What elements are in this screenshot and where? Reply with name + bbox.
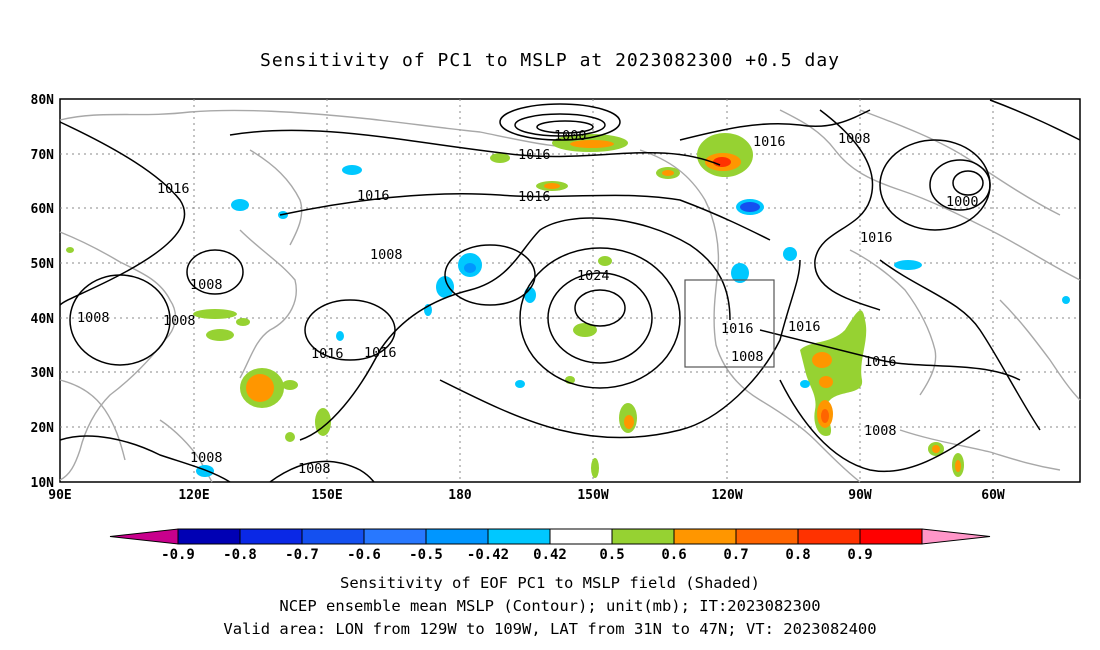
contour-label: 1008: [190, 277, 223, 293]
lon-axis-labels: 90E 120E 150E 180 150W 120W 90W 60W: [48, 488, 1005, 503]
colorbar-tick-label: -0.8: [223, 547, 257, 563]
colorbar-swatch: [611, 528, 675, 545]
contour-label: 1000: [946, 194, 979, 210]
colorbar-swatch: [363, 528, 427, 545]
colorbar-swatch: [859, 528, 923, 545]
contour-label: 1000: [554, 128, 587, 144]
contour-label: 1016: [518, 189, 551, 205]
colorbar-swatch: [797, 528, 861, 545]
contour-label: 1008: [77, 310, 110, 326]
lon-label: 60W: [981, 488, 1005, 503]
lat-axis-labels: 80N 70N 60N 50N 40N 30N 20N 10N: [31, 93, 55, 491]
lon-label: 120W: [711, 488, 742, 503]
colorbar-tick-label: -0.42: [467, 547, 509, 563]
lat-label: 80N: [31, 93, 55, 108]
contour-label: 1008: [163, 313, 196, 329]
contour-label: 1016: [357, 188, 390, 204]
colorbar-swatch: [487, 528, 551, 545]
colorbar-tick-label: -0.7: [285, 547, 319, 563]
contour-label-group: 1000 1016 1016 1008 1016 1016 1000 1016 …: [77, 128, 979, 477]
colorbar-min-arrow: [109, 528, 179, 545]
lat-label: 60N: [31, 202, 55, 217]
colorbar-tick-label: 0.5: [599, 547, 624, 563]
lat-label: 10N: [31, 476, 55, 491]
colorbar-swatch: [673, 528, 737, 545]
colorbar-tick-label: 0.7: [723, 547, 748, 563]
colorbar-swatch: [177, 528, 241, 545]
contour-label: 1016: [788, 319, 821, 335]
contour-label: 1008: [731, 349, 764, 365]
caption-line-2: NCEP ensemble mean MSLP (Contour); unit(…: [279, 597, 821, 615]
colorbar-tick-label: 0.8: [785, 547, 810, 563]
contour-label: 1016: [311, 346, 344, 362]
caption-line-3: Valid area: LON from 129W to 109W, LAT f…: [223, 620, 877, 638]
contour-label: 1024: [577, 268, 610, 284]
colorbar-swatch: [301, 528, 365, 545]
colorbar-swatch: [425, 528, 489, 545]
lon-label: 90W: [848, 488, 872, 503]
colorbar-tick-label: 0.42: [533, 547, 567, 563]
lon-label: 180: [448, 488, 472, 503]
contour-label: 1016: [364, 345, 397, 361]
lat-label: 70N: [31, 148, 55, 163]
colorbar-swatch: [549, 528, 613, 545]
lat-label: 20N: [31, 421, 55, 436]
contour-label: 1016: [864, 354, 897, 370]
contour-label: 1008: [190, 450, 223, 466]
gridlines: [60, 99, 1080, 482]
colorbar-tick-label: -0.6: [347, 547, 381, 563]
contour-label: 1016: [860, 230, 893, 246]
sensitivity-shading: [66, 133, 1070, 478]
lat-label: 30N: [31, 366, 55, 381]
lon-label: 90E: [48, 488, 71, 503]
contour-label: 1008: [864, 423, 897, 439]
mslp-contours: [59, 99, 1081, 483]
chart-title: Sensitivity of PC1 to MSLP at 2023082300…: [259, 50, 840, 71]
lat-label: 40N: [31, 312, 55, 327]
valid-area-box: [684, 279, 775, 368]
lon-label: 150W: [577, 488, 608, 503]
colorbar: -0.9 -0.8 -0.7 -0.6 -0.5 -0.42 0.42 0.5 0.6 0.7 0.…: [109, 528, 991, 563]
colorbar-swatch: [239, 528, 303, 545]
colorbar-tick-label: 0.9: [847, 547, 872, 563]
contour-label: 1016: [753, 134, 786, 150]
colorbar-tick-label: 0.6: [661, 547, 686, 563]
colorbar-tick-label: -0.5: [409, 547, 443, 563]
contour-label: 1016: [157, 181, 190, 197]
colorbar-tick-label: -0.9: [161, 547, 195, 563]
contour-label: 1008: [298, 461, 331, 477]
contour-label: 1016: [721, 321, 754, 337]
lon-label: 120E: [178, 488, 209, 503]
lon-label: 150E: [311, 488, 342, 503]
lat-label: 50N: [31, 257, 55, 272]
colorbar-swatch: [735, 528, 799, 545]
contour-label: 1008: [838, 131, 871, 147]
contour-label: 1008: [370, 247, 403, 263]
colorbar-max-arrow: [921, 528, 991, 545]
contour-label: 1016: [518, 147, 551, 163]
caption-line-1: Sensitivity of EOF PC1 to MSLP field (Sh…: [340, 574, 760, 592]
